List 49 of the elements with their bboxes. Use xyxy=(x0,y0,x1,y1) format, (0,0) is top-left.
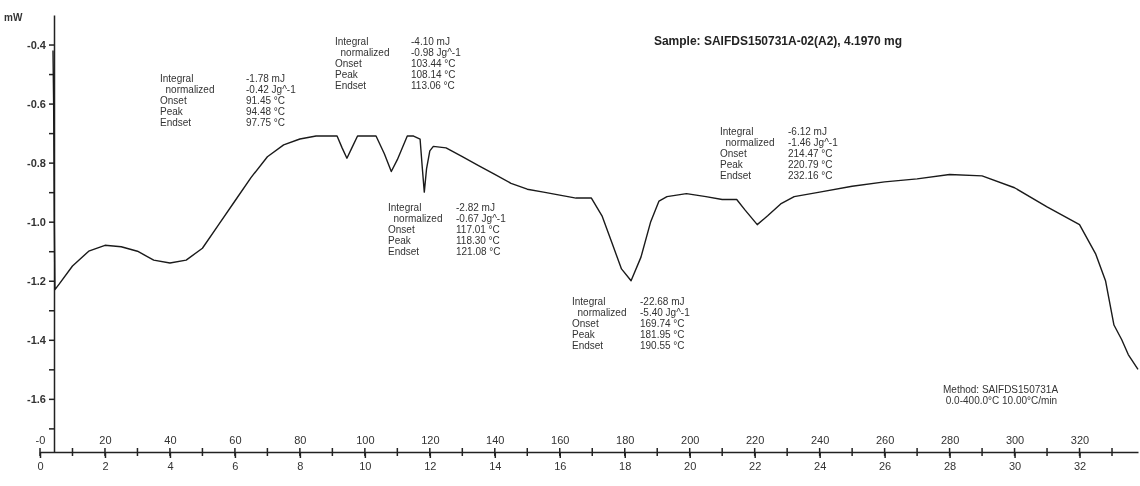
x-tick-label: 20 xyxy=(99,434,112,446)
y-tick-label: -1.4 xyxy=(27,333,47,346)
y-tick-label: -1.2 xyxy=(27,274,46,287)
x-tick-label: 220 xyxy=(745,434,765,446)
x2-tick-label: 14 xyxy=(489,459,502,472)
text: Integral -1.78 mJ normalized -0.42 Jg^-1 Onset 91.45 °C Peak 94.48 °C Endset 97.75 °C xyxy=(160,73,296,128)
x-tick-label: 180 xyxy=(616,434,635,446)
x2-tick-label: 12 xyxy=(424,459,437,472)
x2-tick-label: 0 xyxy=(37,459,44,472)
text: Integral -2.82 mJ normalized -0.67 Jg^-1 Onset 117.01 °C Peak 118.30 °C Endset 121.08 °C xyxy=(388,202,506,257)
x2-tick-label: 26 xyxy=(878,459,892,472)
text: Integral -22.68 mJ normalized -5.40 Jg^-1 Onset 169.74 °C Peak 181.95 °C Endset 190.55 °C xyxy=(572,296,690,351)
y-tick-label: -0.6 xyxy=(27,97,46,110)
x-tick-label: 300 xyxy=(1005,434,1025,446)
x-tick-label: 320 xyxy=(1070,434,1090,446)
x-tick-label: 100 xyxy=(356,434,375,446)
annotation: Method: SAIFDS150731A 0.0-400.0°C 10.00°C/min xyxy=(943,384,1059,406)
text: Integral -6.12 mJ normalized -1.46 Jg^-1 Onset 214.47 °C Peak 220.79 °C Endset 232.16 °C xyxy=(720,126,838,181)
x-tick-label: 200 xyxy=(681,434,700,446)
x2-tick-label: 30 xyxy=(1008,459,1022,472)
x2-tick-label: 20 xyxy=(684,459,697,472)
x-tick-label: 60 xyxy=(229,434,242,446)
x2-tick-label: 32 xyxy=(1073,459,1087,472)
y-tick-label: -1.0 xyxy=(27,215,46,228)
x2-tick-label: 18 xyxy=(619,459,632,472)
y-tick-label: -1.6 xyxy=(27,392,46,405)
x2-tick-label: 8 xyxy=(297,459,304,472)
x2-tick-label: 2 xyxy=(102,459,109,472)
x2-tick-label: 10 xyxy=(359,459,372,472)
x2-tick-label: 6 xyxy=(232,459,239,472)
x-tick-label: 140 xyxy=(486,434,505,446)
y-axis-title: mW xyxy=(4,12,23,23)
text: Sample: SAIFDS150731A-02(A2), 4.1970 mg xyxy=(653,34,903,48)
x-tick-label: 160 xyxy=(551,434,570,446)
y-tick-label: -0.8 xyxy=(27,156,46,169)
x-tick-label: 120 xyxy=(421,434,440,446)
text: Integral -4.10 mJ normalized -0.98 Jg^-1 Onset 103.44 °C Peak 108.14 °C Endset 113.06 °C xyxy=(335,36,461,91)
x2-tick-label: 28 xyxy=(943,459,957,472)
x2-tick-label: 16 xyxy=(554,459,567,472)
x-tick-label: 40 xyxy=(164,434,177,446)
x-tick-label: -0 xyxy=(35,434,46,446)
x-tick-label: 80 xyxy=(294,434,307,446)
y-tick-label: -0.4 xyxy=(27,38,47,51)
x-tick-label: 260 xyxy=(875,434,895,446)
x-tick-label: 280 xyxy=(940,434,960,446)
x2-tick-label: 4 xyxy=(167,459,174,472)
x2-tick-label: 22 xyxy=(749,459,762,472)
x2-tick-label: 24 xyxy=(814,459,827,472)
x-tick-label: 240 xyxy=(810,434,830,446)
